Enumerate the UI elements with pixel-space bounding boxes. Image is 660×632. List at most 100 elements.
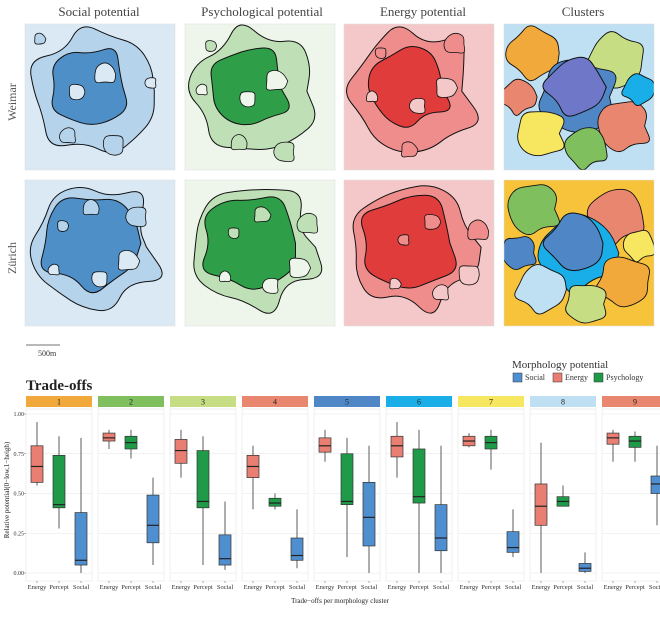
box-social	[74, 512, 88, 566]
map-patch	[227, 227, 240, 239]
trade-off-panel: 8 Energy Percept Social	[529, 396, 597, 591]
panel-strip	[530, 396, 596, 407]
map-patch	[117, 249, 141, 271]
box-percept	[196, 450, 210, 509]
map-patch	[57, 220, 70, 232]
cluster-region	[542, 56, 607, 117]
box-energy	[102, 432, 116, 442]
x-tick-label: Energy	[100, 584, 119, 591]
box-percept	[412, 448, 426, 504]
trade-off-panel: 4 Energy Percept Social	[241, 396, 309, 591]
map-patch	[374, 47, 387, 59]
panel-strip	[458, 396, 524, 407]
cluster-region	[565, 285, 607, 324]
x-tick-label: Energy	[532, 584, 551, 591]
box-energy	[390, 435, 404, 458]
map-panel	[184, 23, 336, 171]
map-patch	[432, 284, 449, 301]
map-region-high	[210, 47, 290, 126]
cluster-region	[564, 127, 608, 170]
legend-label-psychology: Psychology	[606, 373, 643, 382]
y-axis-label: Relative potential(0−low,1−heigh)	[3, 441, 11, 538]
y-tick-label: 0.00	[14, 571, 25, 577]
x-tick-label: Social	[289, 584, 305, 591]
x-tick-label: Percept	[409, 584, 429, 591]
box-energy	[606, 432, 620, 445]
panel-strip	[242, 396, 308, 407]
x-tick-label: Percept	[553, 584, 573, 591]
cluster-region	[622, 229, 654, 263]
map-region-high	[202, 196, 296, 290]
row-label-zurich: Zürich	[5, 242, 19, 274]
map-patch	[230, 134, 248, 151]
map-patch	[397, 234, 410, 246]
trade-off-panel: 2 Energy Percept Social	[97, 396, 165, 591]
x-tick-label: Social	[433, 584, 449, 591]
map-patch	[389, 277, 402, 290]
map-patch	[436, 77, 459, 98]
map-patch	[261, 278, 279, 294]
box-social	[218, 534, 232, 566]
box-energy	[174, 439, 188, 464]
panel-strip-label: 5	[345, 398, 349, 407]
legend-label-energy: Energy	[565, 373, 588, 382]
x-tick-label: Energy	[316, 584, 335, 591]
panel-strip-label: 6	[417, 398, 421, 407]
x-tick-label: Percept	[625, 584, 645, 591]
cluster-region	[517, 111, 565, 157]
x-tick-label: Energy	[172, 584, 191, 591]
map-patch	[273, 141, 295, 162]
legend-swatch-energy	[552, 372, 563, 383]
map-panel	[184, 179, 336, 327]
chart-title: Trade-offs	[26, 378, 93, 394]
map-patch	[254, 206, 272, 223]
map-panel	[503, 23, 655, 171]
panel-strip-label: 9	[633, 398, 637, 407]
map-panel	[343, 23, 495, 171]
x-tick-label: Percept	[265, 584, 285, 591]
map-patch	[82, 199, 100, 216]
box-energy	[30, 445, 44, 483]
col-title-clusters: Clusters	[562, 4, 605, 19]
trade-off-panel: 7 Energy Percept Social	[457, 396, 525, 591]
box-energy	[534, 483, 548, 526]
map-grid	[24, 23, 655, 327]
box-social	[290, 537, 304, 561]
x-tick-label: Percept	[121, 584, 141, 591]
cluster-region	[542, 212, 604, 272]
legend-swatch-psychology	[593, 372, 604, 383]
cluster-region	[507, 184, 560, 236]
x-axis-label: Trade−offs per morphology cluster	[291, 597, 390, 605]
panel-strip	[26, 396, 92, 407]
map-patch	[68, 83, 86, 101]
panel-strip	[602, 396, 660, 407]
map-panel	[343, 179, 495, 327]
map-patch	[408, 98, 426, 114]
map-patch	[91, 271, 108, 288]
panel-strip	[170, 396, 236, 407]
map-panel	[24, 179, 176, 327]
panel-strip-label: 2	[129, 398, 133, 407]
map-patch	[458, 265, 480, 286]
box-social	[578, 563, 592, 572]
map-patch	[205, 40, 218, 52]
map-patch	[443, 32, 466, 54]
scale-label: 500m	[38, 349, 57, 358]
map-patch	[366, 90, 379, 103]
map-patch	[219, 270, 232, 283]
map-region-high	[51, 48, 128, 125]
x-tick-label: Social	[217, 584, 233, 591]
y-tick-label: 1.00	[14, 412, 25, 418]
x-tick-label: Energy	[604, 584, 623, 591]
map-patch	[265, 69, 289, 91]
x-tick-label: Energy	[460, 584, 479, 591]
x-tick-label: Percept	[193, 584, 213, 591]
col-title-energy: Energy potential	[380, 4, 466, 19]
panel-strip	[386, 396, 452, 407]
box-percept	[628, 435, 642, 448]
cluster-region	[621, 73, 654, 106]
legend-title: Morphology potential	[512, 359, 608, 371]
map-patch	[94, 62, 117, 84]
map-patch	[47, 263, 60, 276]
